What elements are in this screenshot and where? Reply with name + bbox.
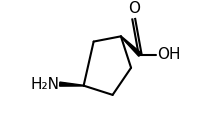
Polygon shape xyxy=(121,36,142,56)
Polygon shape xyxy=(60,82,84,86)
Text: OH: OH xyxy=(157,47,180,62)
Text: H₂N: H₂N xyxy=(30,77,59,92)
Text: O: O xyxy=(128,1,140,16)
